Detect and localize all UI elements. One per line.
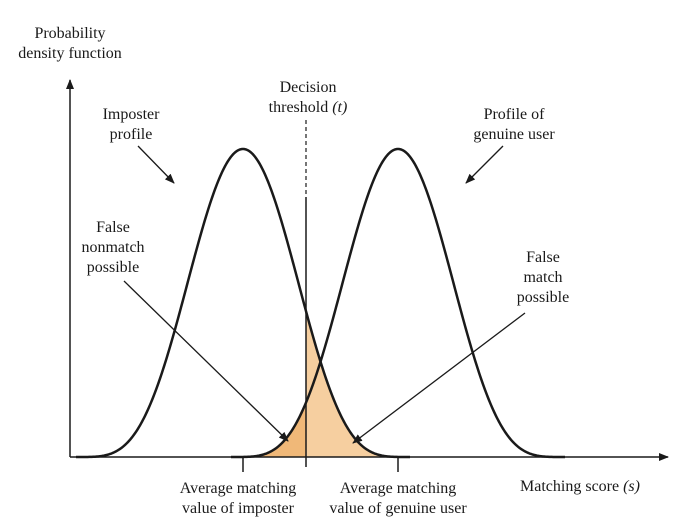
genuine-profile-label: Profile of genuine user [473, 106, 555, 143]
y-axis-label: Probability density function [18, 25, 122, 62]
avg-imposter-label: Average matching value of imposter [179, 480, 297, 517]
imposter-profile-arrow [137, 145, 175, 184]
false-nonmatch-region [231, 402, 306, 457]
false-nonmatch-arrow [123, 280, 289, 442]
imposter-profile-label: Imposter profile [102, 106, 160, 143]
false-nonmatch-label: False nonmatch possible [81, 219, 145, 276]
genuine-profile-arrow [465, 145, 504, 184]
decision-threshold-label: Decision threshold (t) [268, 79, 348, 116]
false-match-label: False match possible [516, 249, 570, 306]
false-match-arrow [352, 312, 526, 444]
false-match-region [306, 311, 410, 457]
avg-genuine-label: Average matching value of genuine user [329, 480, 467, 517]
x-axis-label: Matching score (s) [520, 478, 640, 495]
imposter-profile-curve [76, 147, 410, 459]
